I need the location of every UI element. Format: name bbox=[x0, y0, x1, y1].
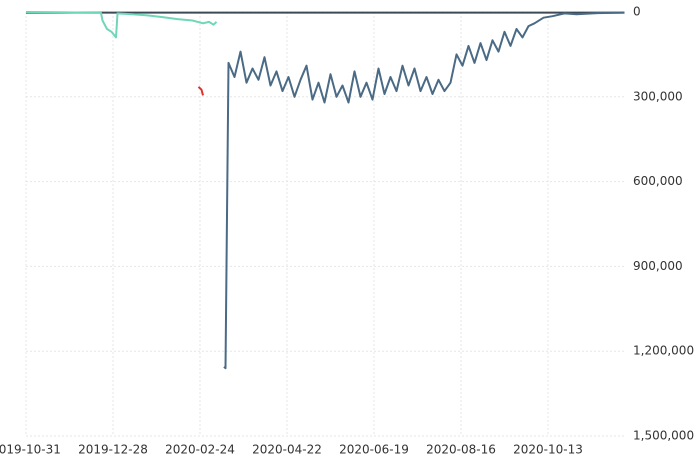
y-tick-label: 300,000 bbox=[633, 89, 683, 103]
line bbox=[197, 86, 204, 96]
y-tick-label: 900,000 bbox=[633, 259, 683, 273]
y-tick-label: 1,200,000 bbox=[633, 344, 694, 358]
x-tick-label: 2020-02-24 bbox=[165, 443, 235, 457]
y-tick-label: 1,500,000 bbox=[633, 429, 694, 443]
x-tick-label: 2020-10-13 bbox=[513, 443, 583, 457]
line bbox=[25, 11, 218, 39]
line bbox=[223, 11, 625, 370]
x-tick-label: 2020-04-22 bbox=[252, 443, 322, 457]
x-tick-label: 2020-06-19 bbox=[339, 443, 409, 457]
x-tick-label: 2019-12-28 bbox=[78, 443, 148, 457]
y-tick-label: 0 bbox=[633, 5, 641, 19]
x-tick-label: 2020-08-16 bbox=[426, 443, 496, 457]
y-tick-label: 600,000 bbox=[633, 174, 683, 188]
x-tick-label: 2019-10-31 bbox=[0, 443, 61, 457]
